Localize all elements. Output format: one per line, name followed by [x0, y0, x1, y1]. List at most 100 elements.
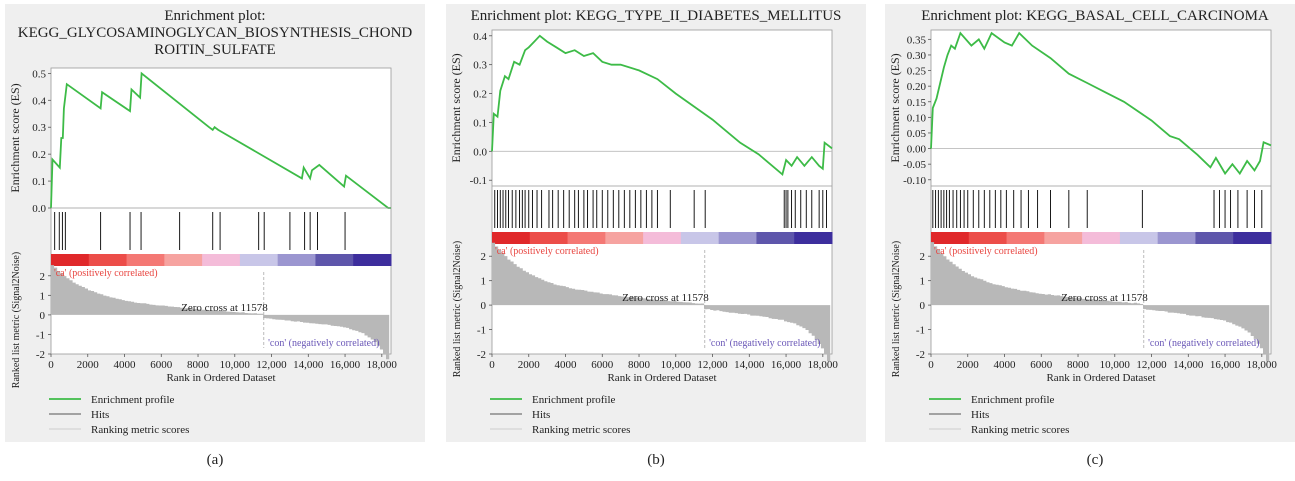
heatmap-cell — [605, 232, 644, 244]
heatmap-cell — [968, 232, 1008, 244]
legend-label: Hits — [91, 409, 109, 421]
xtick-label: 8000 — [187, 359, 210, 371]
heatmap-cell — [931, 232, 970, 244]
heatmap-cell — [680, 232, 720, 244]
es-ylabel: Enrichment score (ES) — [888, 53, 902, 162]
heatmap-cell — [794, 232, 833, 244]
positive-correlation-label: 'ca' (positively correlated) — [54, 268, 158, 279]
ranking-metric-bars — [491, 242, 831, 362]
metric-ytick-label: 1 — [920, 276, 926, 288]
ranking-metric-bars — [930, 242, 1270, 362]
es-ylabel: Enrichment score (ES) — [8, 83, 22, 192]
xtick-label: 14,000 — [293, 359, 324, 371]
legend-label: Enrichment profile — [532, 394, 616, 406]
heatmap-cell — [1195, 232, 1234, 244]
metric-ytick-label: 2 — [40, 271, 46, 283]
es-ytick-label: 0.4 — [473, 31, 487, 43]
xtick-label: 4000 — [994, 359, 1017, 371]
heatmap-cell — [567, 232, 606, 244]
xtick-label: 14,000 — [734, 359, 765, 371]
es-ytick-label: 0.20 — [907, 81, 927, 93]
panel-c: Enrichment plot: KEGG_BASAL_CELL_CARCINO… — [885, 4, 1295, 442]
es-ytick-label: 0.35 — [907, 34, 927, 46]
heatmap-cell — [1006, 232, 1045, 244]
es-ytick-label: -0.05 — [903, 159, 926, 171]
chart-title: Enrichment plot: KEGG_TYPE_II_DIABETES_M… — [471, 8, 842, 24]
xlabel: Rank in Ordered Dataset — [166, 372, 275, 384]
caption-a: (a) — [206, 452, 224, 468]
legend-label: Hits — [532, 409, 550, 421]
positive-correlation-label: 'ca' (positively correlated) — [495, 246, 599, 257]
xtick-label: 14,000 — [1173, 359, 1204, 371]
heatmap-cell — [126, 254, 165, 266]
gsea-plot-a: Enrichment plot:KEGG_GLYCOSAMINOGLYCAN_B… — [5, 4, 425, 442]
es-ytick-label: 0.0 — [32, 203, 46, 215]
heatmap-cell — [88, 254, 128, 266]
xtick-label: 0 — [928, 359, 934, 371]
xtick-label: 0 — [48, 359, 54, 371]
zero-cross-label: Zero cross at 11578 — [181, 302, 268, 314]
es-ytick-label: 0.15 — [907, 97, 927, 109]
xtick-label: 10,000 — [661, 359, 692, 371]
xtick-label: 18,000 — [1247, 359, 1278, 371]
metric-ylabel: Ranked list metric (Signal2Noise) — [452, 241, 463, 377]
heatmap-cell — [315, 254, 354, 266]
xtick-label: 4000 — [114, 359, 137, 371]
metric-ytick-label: 1 — [40, 290, 46, 302]
gsea-plot-c: Enrichment plot: KEGG_BASAL_CELL_CARCINO… — [885, 4, 1295, 442]
caption-c: (c) — [1086, 452, 1104, 468]
xtick-label: 16,000 — [1210, 359, 1241, 371]
heatmap-cell — [239, 254, 279, 266]
metric-ytick-label: 2 — [920, 251, 926, 263]
metric-ytick-label: -1 — [36, 329, 45, 341]
xtick-label: 0 — [489, 359, 495, 371]
es-ytick-label: 0.3 — [32, 122, 46, 134]
panel-b: Enrichment plot: KEGG_TYPE_II_DIABETES_M… — [446, 4, 866, 442]
xtick-label: 16,000 — [771, 359, 802, 371]
negative-correlation-label: 'con' (negatively correlated) — [268, 338, 379, 349]
es-ytick-label: 0.4 — [32, 95, 46, 107]
xtick-label: 8000 — [1067, 359, 1090, 371]
xtick-label: 10,000 — [1100, 359, 1131, 371]
legend-label: Ranking metric scores — [532, 424, 630, 436]
legend-label: Hits — [971, 409, 989, 421]
es-ytick-label: 0.05 — [907, 128, 927, 140]
es-ytick-label: 0.2 — [473, 89, 487, 101]
xlabel: Rank in Ordered Dataset — [607, 372, 716, 384]
legend-label: Enrichment profile — [971, 394, 1055, 406]
xtick-label: 16,000 — [330, 359, 361, 371]
metric-ytick-label: 0 — [40, 310, 46, 322]
enrichment-profile-line — [930, 31, 1272, 176]
xtick-label: 18,000 — [808, 359, 839, 371]
es-ytick-label: 0.1 — [473, 117, 487, 129]
negative-correlation-label: 'con' (negatively correlated) — [1148, 338, 1259, 349]
heatmap-cell — [1157, 232, 1196, 244]
heatmap-cell — [529, 232, 569, 244]
xtick-label: 6000 — [1030, 359, 1053, 371]
panel-a: Enrichment plot: KEGG_GLYCOSAMINOGLYCAN_B… — [5, 4, 425, 442]
heatmap-cell — [756, 232, 795, 244]
es-ytick-label: -0.1 — [470, 175, 487, 187]
es-ytick-label: 0.10 — [907, 112, 927, 124]
metric-ytick-label: -1 — [477, 325, 486, 337]
es-ytick-label: 0.5 — [32, 68, 46, 80]
legend-label: Ranking metric scores — [971, 424, 1069, 436]
xtick-label: 8000 — [628, 359, 651, 371]
heatmap-cell — [353, 254, 392, 266]
es-ytick-label: 0.0 — [473, 146, 487, 158]
heatmap-cell — [277, 254, 316, 266]
legend-label: Ranking metric scores — [91, 424, 189, 436]
zero-cross-label: Zero cross at 11578 — [622, 292, 709, 304]
metric-ytick-label: -2 — [916, 349, 925, 361]
xtick-label: 2000 — [518, 359, 541, 371]
xtick-label: 6000 — [150, 359, 173, 371]
chart-title: ROITIN_SULFATE — [154, 42, 275, 58]
es-ytick-label: 0.30 — [907, 50, 927, 62]
xtick-label: 6000 — [591, 359, 614, 371]
xlabel: Rank in Ordered Dataset — [1046, 372, 1155, 384]
xtick-label: 12,000 — [256, 359, 287, 371]
es-ylabel: Enrichment score (ES) — [449, 53, 463, 162]
xtick-label: 12,000 — [697, 359, 728, 371]
metric-ylabel: Ranked list metric (Signal2Noise) — [11, 252, 22, 388]
chart-title: Enrichment plot: — [164, 8, 265, 24]
